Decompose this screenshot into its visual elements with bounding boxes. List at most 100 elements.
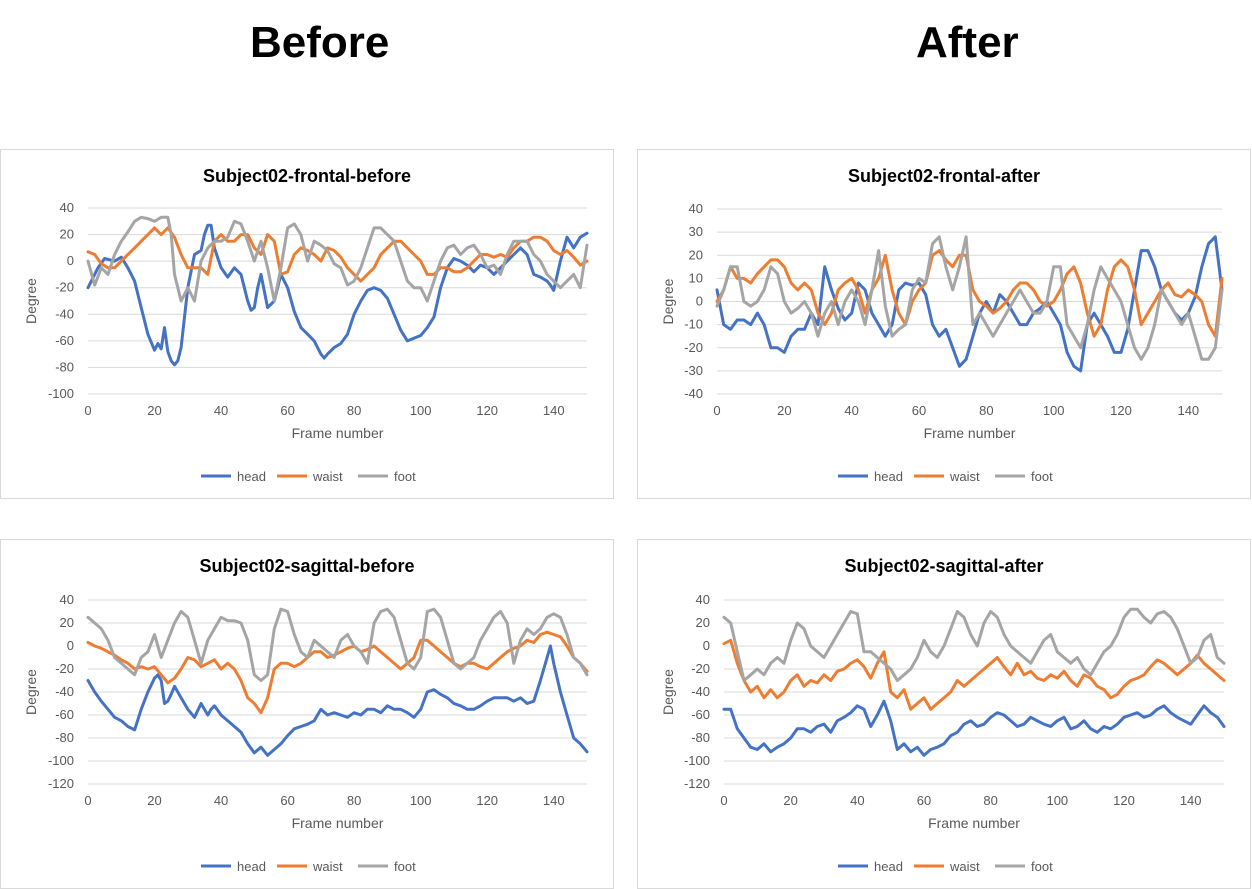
y-tick-label: 30 — [689, 224, 703, 239]
legend-label-foot: foot — [394, 469, 416, 484]
y-tick-label: -40 — [55, 306, 74, 321]
x-tick-label: 0 — [713, 403, 720, 418]
x-tick-label: 100 — [410, 793, 432, 808]
x-tick-label: 120 — [1113, 793, 1135, 808]
x-tick-label: 100 — [410, 403, 432, 418]
series-line-head — [722, 699, 1226, 757]
y-tick-label: -20 — [691, 661, 710, 676]
x-tick-label: 60 — [912, 403, 926, 418]
chart-panel-sagittal-after: Subject02-sagittal-after 40 20 0 -20 -40 -60 -8… — [637, 539, 1251, 889]
chart-sagittal-after: Subject02-sagittal-after 40 20 0 -20 -40 -60 -8… — [660, 556, 1226, 874]
series-line-foot — [722, 607, 1226, 682]
series-line-head — [86, 644, 589, 757]
x-axis-label: Frame number — [292, 425, 384, 441]
x-tick-label: 100 — [1046, 793, 1068, 808]
y-tick-label: 0 — [67, 253, 74, 268]
x-tick-label: 20 — [783, 793, 797, 808]
x-tick-label: 60 — [280, 793, 294, 808]
y-tick-label: -20 — [55, 280, 74, 295]
y-tick-label: 20 — [689, 247, 703, 262]
legend-label-foot: foot — [394, 859, 416, 874]
y-tick-label: -30 — [684, 363, 703, 378]
chart-panel-frontal-before: Subject02-frontal-before 40 20 0 -20 -40 -60 -8… — [0, 149, 614, 499]
x-tick-label: 40 — [850, 793, 864, 808]
legend-label-waist: waist — [312, 859, 343, 874]
x-tick-label: 0 — [84, 403, 91, 418]
legend-label-waist: waist — [312, 469, 343, 484]
y-tick-label: -20 — [55, 661, 74, 676]
y-tick-label: -10 — [684, 317, 703, 332]
x-tick-label: 80 — [983, 793, 997, 808]
y-tick-label: 40 — [689, 201, 703, 216]
x-axis-label: Frame number — [292, 815, 384, 831]
x-tick-label: 40 — [214, 793, 228, 808]
x-tick-label: 20 — [147, 793, 161, 808]
legend-label-head: head — [874, 859, 903, 874]
x-tick-label: 60 — [280, 403, 294, 418]
y-tick-label: -80 — [55, 730, 74, 745]
x-tick-label: 40 — [844, 403, 858, 418]
y-tick-label: -60 — [691, 707, 710, 722]
y-tick-label: -40 — [55, 684, 74, 699]
legend-label-head: head — [237, 859, 266, 874]
x-tick-label: 80 — [347, 403, 361, 418]
y-tick-label: 40 — [60, 200, 74, 215]
y-axis-label: Degree — [23, 278, 39, 324]
x-tick-label: 0 — [84, 793, 91, 808]
legend-label-head: head — [237, 469, 266, 484]
y-tick-label: -100 — [684, 753, 710, 768]
series-line-foot — [715, 235, 1224, 361]
y-tick-label: -40 — [691, 684, 710, 699]
x-tick-label: 140 — [543, 403, 565, 418]
y-tick-label: -80 — [55, 359, 74, 374]
chart-panel-sagittal-before: Subject02-sagittal-before 40 20 0 -20 -40 -60 -… — [0, 539, 614, 889]
x-tick-label: 140 — [543, 793, 565, 808]
y-tick-label: -40 — [684, 386, 703, 401]
y-axis-label: Degree — [660, 669, 676, 715]
chart-panel-frontal-after: Subject02-frontal-after 40 30 20 10 0 -10 -20 -3… — [637, 149, 1251, 499]
y-axis-label: Degree — [660, 278, 676, 324]
y-tick-label: -80 — [691, 730, 710, 745]
x-tick-label: 140 — [1177, 403, 1199, 418]
y-tick-label: -120 — [684, 776, 710, 791]
x-tick-label: 140 — [1180, 793, 1202, 808]
x-tick-label: 80 — [979, 403, 993, 418]
x-tick-label: 60 — [917, 793, 931, 808]
y-tick-label: 20 — [696, 615, 710, 630]
chart-title: Subject02-frontal-before — [203, 166, 411, 186]
x-tick-label: 100 — [1043, 403, 1065, 418]
y-tick-label: 0 — [67, 638, 74, 653]
y-tick-label: 20 — [60, 615, 74, 630]
chart-frontal-before: Subject02-frontal-before 40 20 0 -20 -40 -60 -8… — [23, 166, 589, 484]
x-tick-label: 40 — [214, 403, 228, 418]
legend-label-head: head — [874, 469, 903, 484]
y-tick-label: -100 — [48, 753, 74, 768]
x-axis-label: Frame number — [928, 815, 1020, 831]
y-tick-label: 20 — [60, 227, 74, 242]
x-tick-label: 20 — [147, 403, 161, 418]
chart-title: Subject02-sagittal-before — [199, 556, 414, 576]
series-line-foot — [86, 215, 589, 303]
y-tick-label: -100 — [48, 386, 74, 401]
y-tick-label: 40 — [60, 592, 74, 607]
y-tick-label: -60 — [55, 707, 74, 722]
legend-label-waist: waist — [949, 859, 980, 874]
heading-before: Before — [250, 18, 390, 67]
x-tick-label: 20 — [777, 403, 791, 418]
heading-after: After — [916, 18, 1019, 67]
y-tick-label: 10 — [689, 270, 703, 285]
series-line-head — [715, 235, 1224, 373]
x-tick-label: 120 — [476, 403, 498, 418]
chart-frontal-after: Subject02-frontal-after403020100-10-20-3… — [660, 166, 1224, 484]
y-axis-label: Degree — [23, 669, 39, 715]
x-tick-label: 80 — [347, 793, 361, 808]
series-line-head — [86, 223, 589, 367]
chart-title: Subject02-sagittal-after — [844, 556, 1043, 576]
legend-label-waist: waist — [949, 469, 980, 484]
y-tick-label: -60 — [55, 333, 74, 348]
x-tick-label: 120 — [1110, 403, 1132, 418]
series-line-foot — [86, 607, 589, 682]
chart-sagittal-before: Subject02-sagittal-before 40 20 0 -20 -40 -60 -… — [23, 556, 589, 874]
series-line-waist — [86, 630, 589, 715]
y-tick-label: 40 — [696, 592, 710, 607]
